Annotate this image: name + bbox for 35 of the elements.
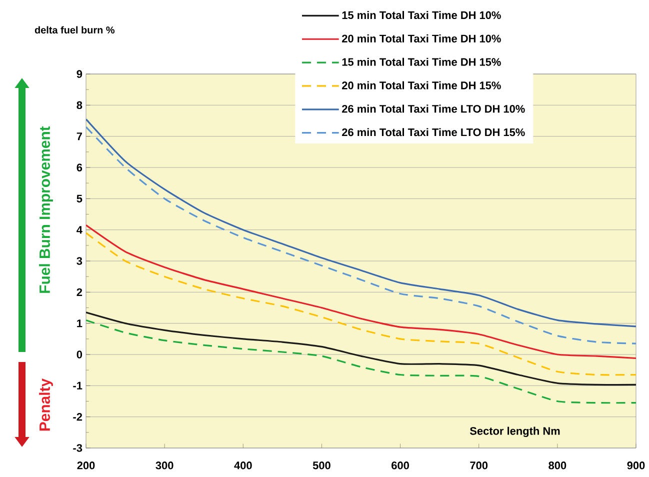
y-tick-label: 7: [76, 132, 82, 140]
x-tick-label: 900: [627, 462, 645, 470]
y-tick-label: 1: [77, 320, 82, 328]
legend-label: 20 min Total Taxi Time DH 10%: [342, 34, 501, 42]
y-tick-label: 9: [76, 70, 82, 78]
legend-label: 26 min Total Taxi Time LTO DH 10%: [342, 104, 525, 113]
y-tick-label: -1: [73, 382, 82, 390]
text: Fuel Burn Improvement: [39, 126, 53, 293]
legend-label: 20 min Total Taxi Time DH 15%: [342, 81, 501, 90]
x-tick-label: 300: [156, 462, 174, 470]
legend-label: 15 min Total Taxi Time DH 15%: [342, 58, 501, 66]
x-tick-label: 500: [312, 462, 330, 470]
y-tick-label: 4: [76, 226, 82, 234]
x-tick-label: 200: [77, 462, 95, 470]
y-tick-label: 6: [76, 164, 82, 172]
y-tick-label: 2: [76, 288, 82, 296]
line-series: [86, 312, 636, 386]
x-tick-label: 600: [392, 462, 409, 470]
y-tick-label: -3: [73, 444, 82, 452]
y-tick-label: 0: [76, 350, 82, 358]
x-tick-label: 700: [470, 462, 488, 470]
y-tick-label: -2: [73, 413, 82, 421]
line-series: [86, 232, 636, 376]
y-axis-title: delta fuel burn %: [34, 26, 115, 34]
x-tick-label: 400: [234, 462, 252, 470]
legend-label: 15 min Total Taxi Time DH 10%: [342, 11, 501, 20]
legend-label: 26 min Total Taxi Time LTO DH 15%: [342, 128, 525, 136]
line-series: [86, 319, 636, 404]
y-tick-label: 3: [76, 257, 82, 265]
line-series: [86, 224, 636, 360]
y-tick-label: 8: [76, 101, 82, 110]
y-tick-label: 5: [76, 194, 82, 202]
x-tick-label: 800: [548, 462, 566, 470]
text: Penalty: [39, 378, 53, 431]
x-axis-title: Sector length Nm: [470, 426, 560, 438]
